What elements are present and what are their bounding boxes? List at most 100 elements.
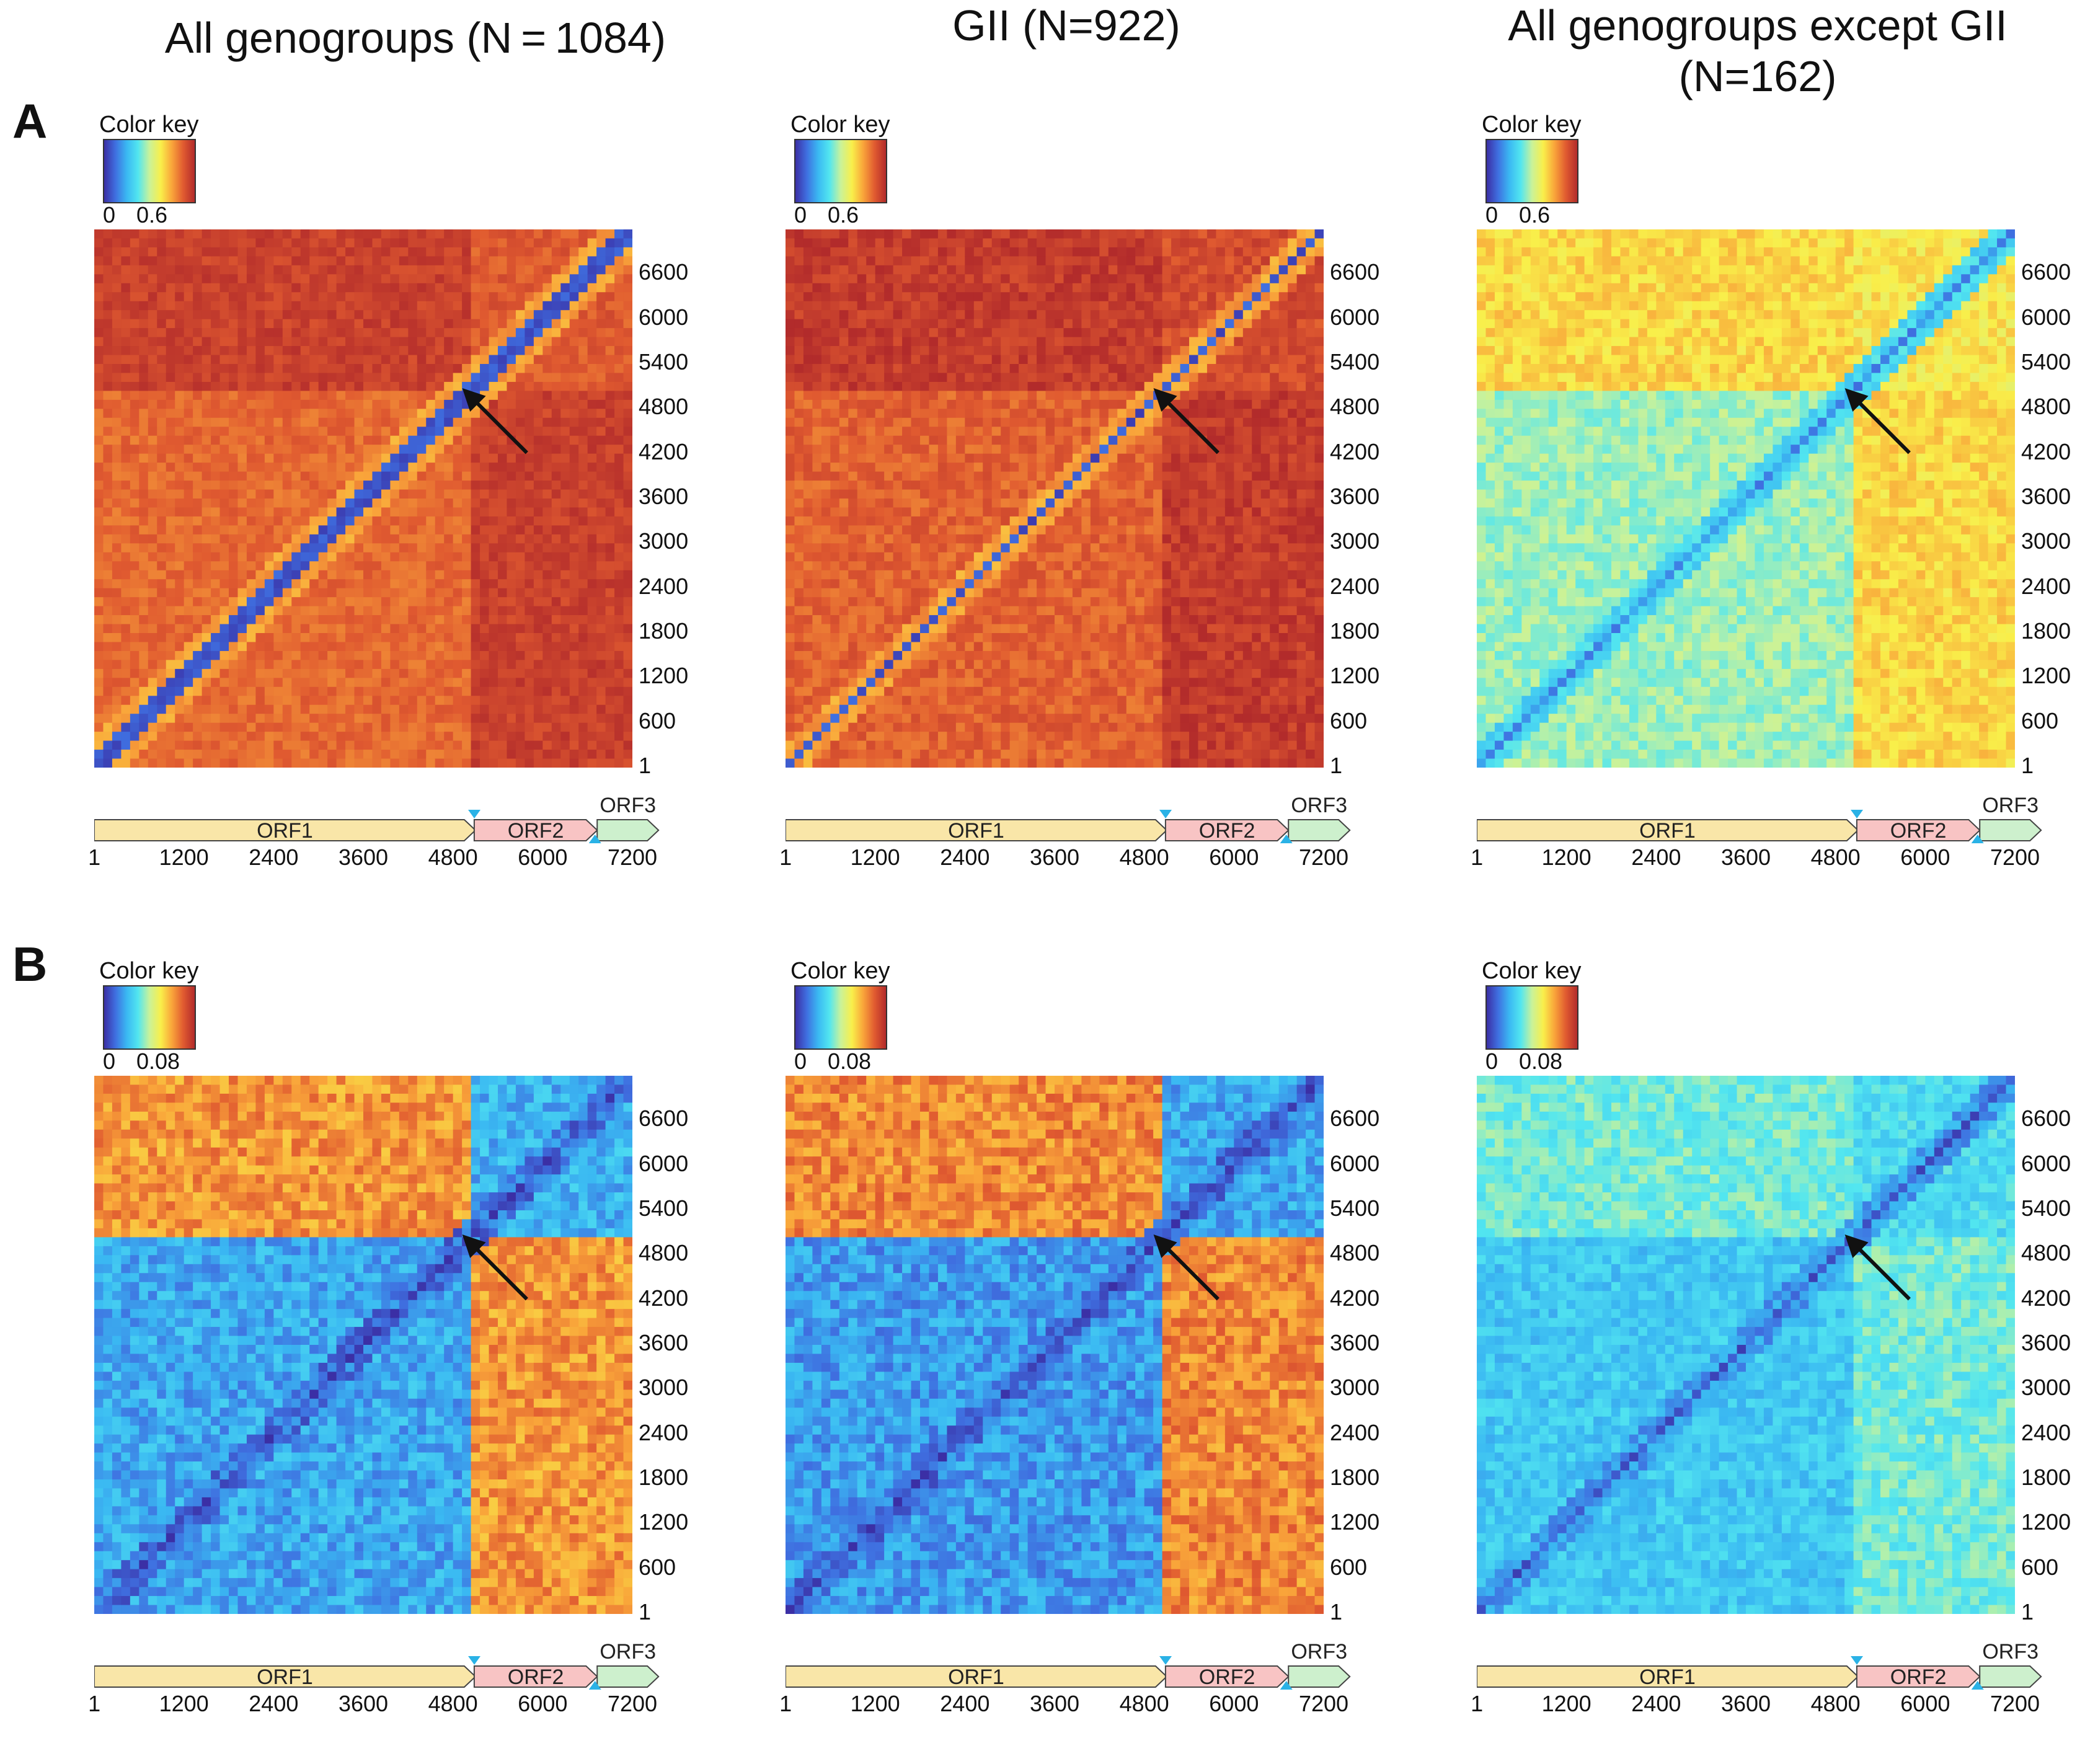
heatmap-cell <box>336 588 346 598</box>
heatmap-cell <box>821 552 831 562</box>
heatmap-cell <box>911 265 921 275</box>
heatmap-cell <box>596 463 606 472</box>
heatmap-cell <box>139 471 149 481</box>
heatmap-cell <box>902 445 912 454</box>
heatmap-cell <box>525 409 534 419</box>
heatmap-cell <box>273 704 283 714</box>
heatmap-cell <box>569 678 579 688</box>
heatmap-cell <box>130 489 139 499</box>
heatmap-cell <box>812 686 822 696</box>
heatmap-cell <box>542 373 552 383</box>
heatmap-cell <box>372 256 382 266</box>
heatmap-cell <box>902 355 912 365</box>
heatmap-cell <box>569 453 579 463</box>
heatmap-cell <box>273 534 283 544</box>
heatmap-cell <box>94 301 104 311</box>
heatmap-cell <box>875 265 885 275</box>
heatmap-cell <box>139 588 149 598</box>
heatmap-cell <box>857 624 867 634</box>
heatmap-cell <box>596 328 606 338</box>
heatmap-cell <box>614 471 624 481</box>
heatmap-cell <box>193 552 203 562</box>
heatmap-cell <box>166 310 175 320</box>
heatmap-cell <box>875 256 885 266</box>
heatmap-cell <box>507 301 516 311</box>
heatmap-cell <box>489 256 498 266</box>
heatmap-cell <box>184 758 193 768</box>
heatmap-cell <box>803 624 813 634</box>
heatmap-cell <box>435 633 445 643</box>
heatmap-cell <box>282 543 292 553</box>
heatmap-cell <box>336 399 346 409</box>
color-key-title: Color key <box>790 112 890 138</box>
heatmap-cell <box>911 516 921 526</box>
heatmap-cell <box>255 534 265 544</box>
heatmap-cell <box>175 650 185 660</box>
heatmap-cell <box>94 543 104 553</box>
heatmap-cell <box>121 427 131 437</box>
heatmap-cell <box>282 499 292 508</box>
heatmap-cell <box>848 328 858 338</box>
heatmap-cell <box>139 750 149 760</box>
heatmap-cell <box>354 579 364 589</box>
heatmap-cell <box>327 310 337 320</box>
heatmap-cell <box>955 606 965 616</box>
heatmap-cell <box>130 328 139 338</box>
heatmap-cell <box>830 686 840 696</box>
heatmap-cell <box>229 499 239 508</box>
heatmap-cell <box>309 696 319 706</box>
heatmap-cell <box>336 489 346 499</box>
heatmap-cell <box>363 588 373 598</box>
heatmap-cell <box>515 668 525 678</box>
heatmap-cell <box>875 417 885 427</box>
heatmap-cell <box>264 274 274 284</box>
heatmap-cell <box>417 642 427 652</box>
heatmap-cell <box>363 624 373 634</box>
heatmap-cell <box>211 292 221 302</box>
heatmap-cell <box>426 696 436 706</box>
heatmap-cell <box>175 238 185 248</box>
heatmap-cell <box>372 364 382 374</box>
heatmap-cell <box>390 552 400 562</box>
heatmap-cell <box>201 373 211 383</box>
heatmap-cell <box>282 633 292 643</box>
heatmap-cell <box>157 247 167 257</box>
heatmap-cell <box>390 606 400 616</box>
heatmap-cell <box>902 337 912 347</box>
heatmap-cell <box>291 399 301 409</box>
heatmap-cell <box>112 704 122 714</box>
heatmap-cell <box>148 409 157 419</box>
heatmap-cell <box>983 310 993 320</box>
heatmap-cell <box>327 283 337 293</box>
heatmap-cell <box>237 319 247 329</box>
heatmap-cell <box>560 346 570 356</box>
heatmap-cell <box>920 463 930 472</box>
heatmap-cell <box>201 714 211 724</box>
heatmap-cell <box>175 525 185 535</box>
heatmap-cell <box>471 391 480 401</box>
heatmap-cell <box>336 445 346 454</box>
heatmap-cell <box>542 615 552 625</box>
heatmap-cell <box>229 758 239 768</box>
heatmap-cell <box>381 525 391 535</box>
heatmap-cell <box>955 256 965 266</box>
heatmap-cell <box>605 668 615 678</box>
heatmap-cell <box>983 292 993 302</box>
heatmap-cell <box>435 642 445 652</box>
heatmap-cell <box>219 256 229 266</box>
heatmap-cell <box>480 597 490 607</box>
heatmap-cell <box>614 588 624 598</box>
heatmap-cell <box>139 499 149 508</box>
heatmap-cell <box>417 265 427 275</box>
heatmap-cell <box>273 588 283 598</box>
heatmap-cell <box>193 337 203 347</box>
heatmap-cell <box>542 247 552 257</box>
heatmap-cell <box>372 570 382 580</box>
heatmap-cell <box>336 668 346 678</box>
heatmap-cell <box>480 714 490 724</box>
heatmap-cell <box>255 399 265 409</box>
heatmap-cell <box>533 409 543 419</box>
heatmap-cell <box>929 274 939 284</box>
heatmap-cell <box>525 615 534 625</box>
heatmap-cell <box>255 758 265 768</box>
